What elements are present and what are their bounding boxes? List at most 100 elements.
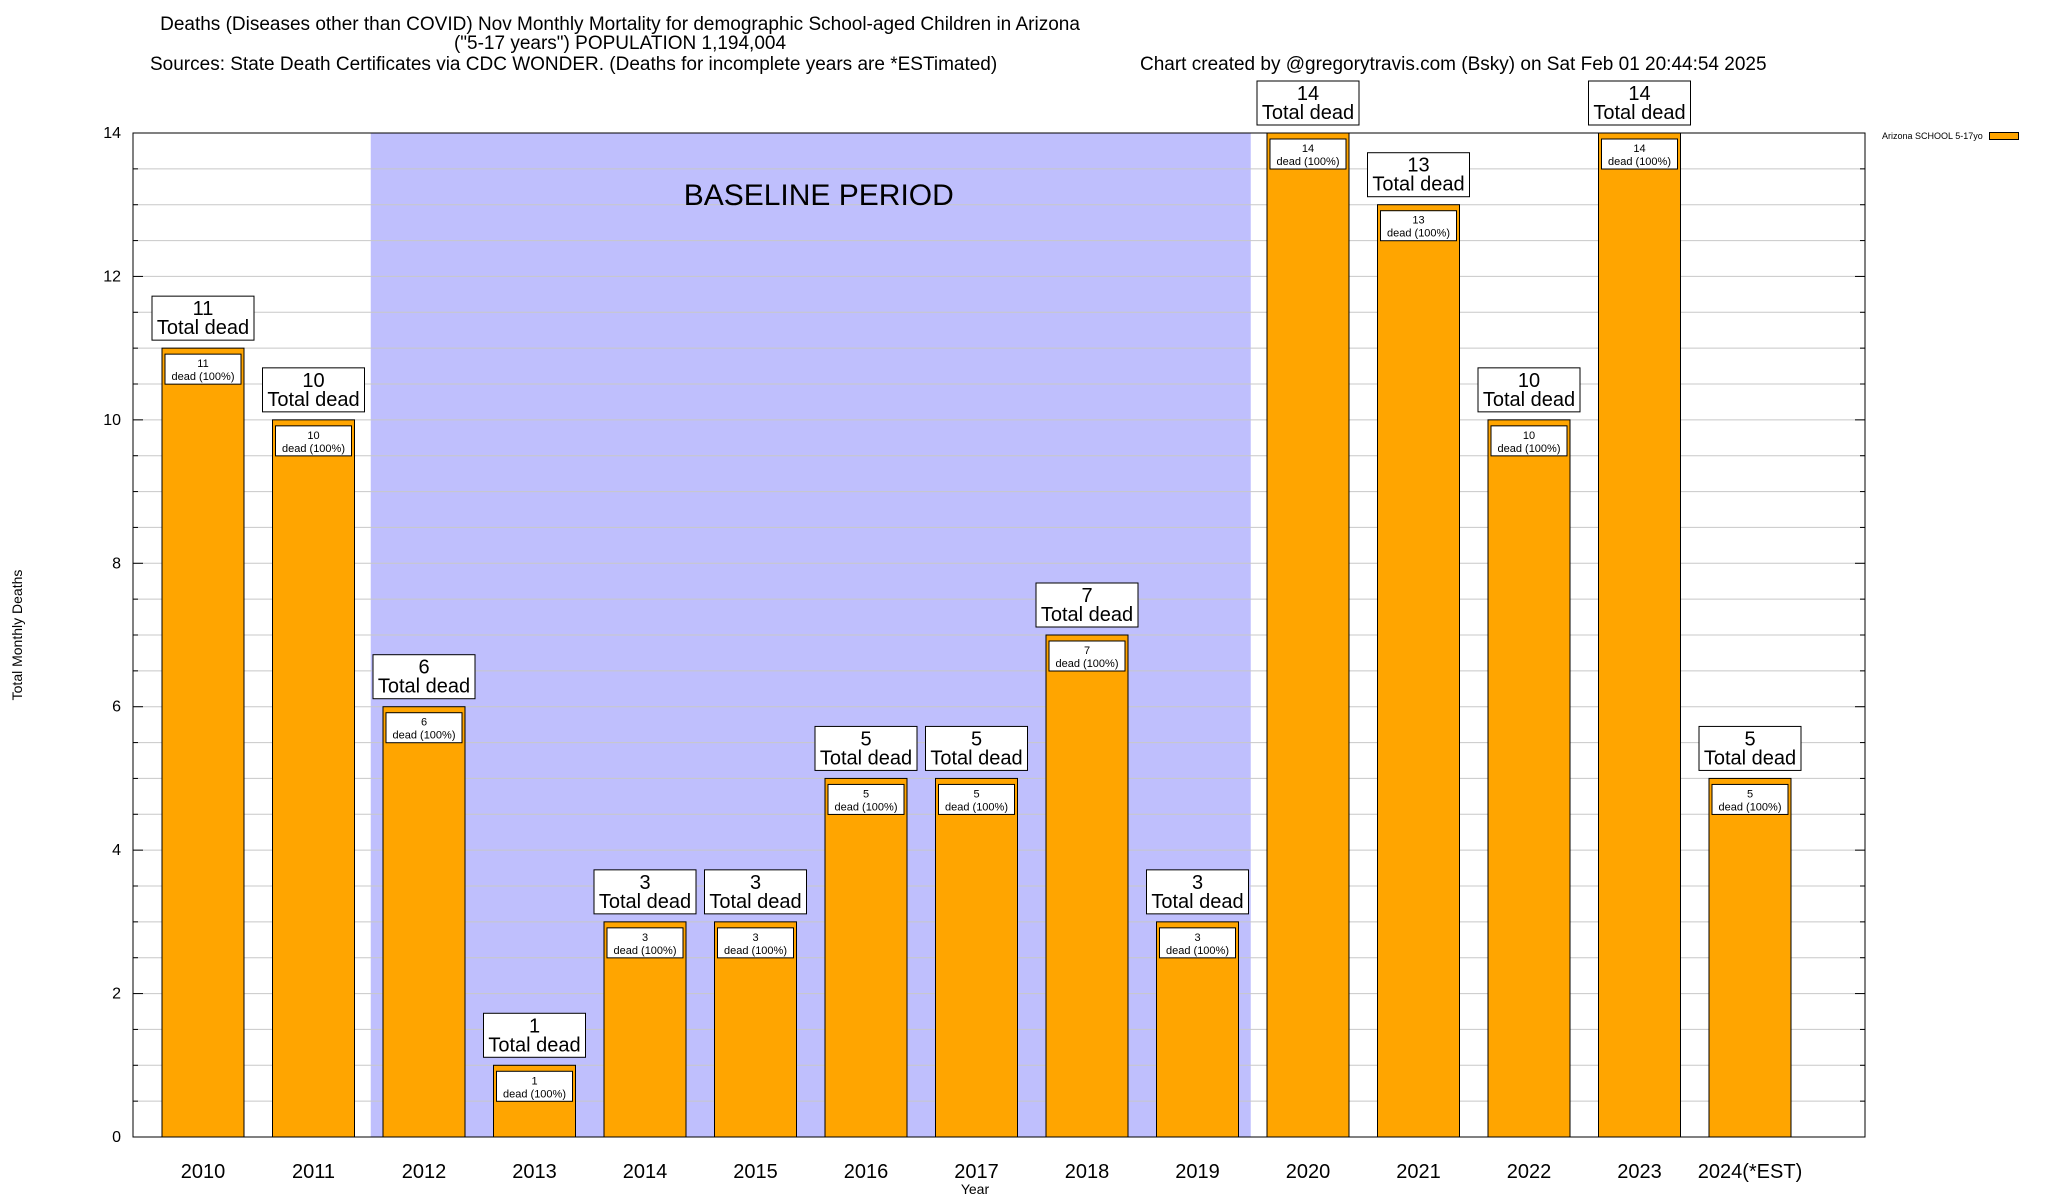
chart-subtitle: ("5-17 years") POPULATION 1,194,004 bbox=[453, 33, 787, 54]
bar-inner-box bbox=[496, 1070, 573, 1102]
total-label-text: Total dead bbox=[930, 747, 1022, 769]
bar bbox=[1045, 634, 1129, 1138]
bar-inner-box bbox=[275, 425, 352, 457]
bar-inner-box bbox=[1380, 210, 1457, 242]
total-label-box bbox=[1146, 869, 1249, 915]
bar-inner-value: 6 bbox=[421, 717, 427, 729]
bar-inner-label: dead (100%) bbox=[393, 730, 456, 742]
bar bbox=[1377, 204, 1460, 1138]
y-tick-label: 10 bbox=[103, 412, 121, 429]
total-label-text: Total dead bbox=[1704, 747, 1796, 769]
total-label-value: 6 bbox=[418, 657, 429, 679]
total-label-text: Total dead bbox=[1593, 102, 1685, 124]
bar-inner-value: 3 bbox=[1194, 932, 1200, 944]
bar-inner-value: 3 bbox=[642, 932, 648, 944]
total-label-box bbox=[372, 654, 476, 700]
total-label-box bbox=[262, 367, 365, 413]
total-label-box bbox=[151, 295, 255, 341]
total-label-box bbox=[704, 869, 807, 915]
bar bbox=[935, 777, 1018, 1138]
bar-inner-label: dead (100%) bbox=[172, 371, 235, 383]
x-tick-label: 2024(*EST) bbox=[1698, 1161, 1803, 1183]
chart-credit: Chart created by @gregorytravis.com (Bsk… bbox=[1140, 54, 1767, 75]
bar-inner-value: 7 bbox=[1084, 645, 1090, 657]
bar-inner-box bbox=[1159, 927, 1236, 959]
bar-inner-value: 5 bbox=[863, 788, 869, 800]
total-label-text: Total dead bbox=[488, 1034, 580, 1056]
bar-inner-box bbox=[827, 783, 905, 815]
total-label-value: 14 bbox=[1628, 83, 1650, 105]
x-tick-label: 2010 bbox=[181, 1161, 226, 1183]
bar-inner-value: 14 bbox=[1633, 143, 1645, 155]
total-label-text: Total dead bbox=[157, 317, 249, 339]
bar-inner-value: 1 bbox=[531, 1075, 537, 1087]
chart-title: Deaths (Diseases other than COVID) Nov M… bbox=[160, 14, 1080, 35]
total-label-value: 1 bbox=[529, 1015, 540, 1037]
total-label-text: Total dead bbox=[1372, 174, 1464, 196]
y-tick-label: 6 bbox=[112, 699, 121, 716]
x-tick-label: 2018 bbox=[1065, 1161, 1110, 1183]
bar-inner-box bbox=[1048, 640, 1126, 672]
total-label-text: Total dead bbox=[1262, 102, 1354, 124]
total-label-value: 3 bbox=[750, 872, 761, 894]
total-label-box bbox=[483, 1012, 586, 1058]
y-tick-label: 14 bbox=[103, 125, 121, 142]
bar-inner-label: dead (100%) bbox=[1498, 443, 1561, 455]
x-axis-label: Year bbox=[961, 1181, 990, 1197]
x-tick-label: 2021 bbox=[1396, 1161, 1441, 1183]
bar-inner-value: 5 bbox=[1747, 788, 1753, 800]
total-label-value: 13 bbox=[1407, 155, 1429, 177]
bar-inner-value: 11 bbox=[197, 358, 208, 370]
bar-inner-box bbox=[164, 353, 242, 385]
x-tick-label: 2014 bbox=[623, 1161, 668, 1183]
x-tick-label: 2012 bbox=[402, 1161, 447, 1183]
bar-inner-box bbox=[1711, 783, 1789, 815]
bar-inner-label: dead (100%) bbox=[614, 945, 677, 957]
total-label-value: 3 bbox=[639, 872, 650, 894]
total-label-box bbox=[1367, 152, 1470, 198]
total-label-text: Total dead bbox=[709, 891, 801, 913]
total-label-text: Total dead bbox=[1151, 891, 1243, 913]
total-label-box bbox=[593, 869, 697, 915]
y-axis-label: Total Monthly Deaths bbox=[9, 570, 25, 701]
total-label-value: 5 bbox=[1744, 728, 1755, 750]
total-label-box bbox=[1477, 367, 1581, 413]
total-label-value: 14 bbox=[1297, 83, 1319, 105]
bar-inner-box bbox=[938, 783, 1015, 815]
total-label-value: 10 bbox=[1518, 370, 1540, 392]
total-label-box bbox=[1588, 80, 1691, 126]
bar-inner-label: dead (100%) bbox=[503, 1088, 566, 1100]
total-label-text: Total dead bbox=[378, 676, 470, 698]
bar-inner-label: dead (100%) bbox=[1387, 228, 1450, 240]
total-label-text: Total dead bbox=[1483, 389, 1575, 411]
x-tick-label: 2016 bbox=[844, 1161, 889, 1183]
bar-inner-box bbox=[1601, 138, 1678, 170]
bar bbox=[382, 706, 466, 1138]
bar bbox=[1598, 132, 1681, 1138]
x-tick-label: 2022 bbox=[1507, 1161, 1552, 1183]
bar-inner-value: 10 bbox=[1523, 430, 1535, 442]
x-tick-label: 2019 bbox=[1175, 1161, 1220, 1183]
bar-inner-label: dead (100%) bbox=[1056, 658, 1119, 670]
bar bbox=[1266, 132, 1350, 1138]
total-label-value: 5 bbox=[860, 728, 871, 750]
bar-inner-box bbox=[1269, 138, 1347, 170]
total-label-value: 5 bbox=[971, 728, 982, 750]
bar-inner-label: dead (100%) bbox=[1166, 945, 1229, 957]
bar-inner-value: 3 bbox=[752, 932, 758, 944]
bar bbox=[1487, 419, 1571, 1138]
bar-inner-value: 13 bbox=[1412, 215, 1424, 227]
bar-inner-box bbox=[717, 927, 794, 959]
bar-inner-box bbox=[1490, 425, 1568, 457]
total-label-value: 11 bbox=[193, 298, 214, 320]
bar-inner-box bbox=[606, 927, 684, 959]
legend-swatch bbox=[1988, 132, 2019, 140]
bar-inner-label: dead (100%) bbox=[724, 945, 787, 957]
bar-inner-label: dead (100%) bbox=[1608, 156, 1671, 168]
bar bbox=[1708, 777, 1792, 1138]
total-label-value: 3 bbox=[1192, 872, 1203, 894]
y-tick-label: 0 bbox=[112, 1129, 121, 1146]
bar-inner-value: 5 bbox=[973, 788, 979, 800]
total-label-value: 7 bbox=[1081, 585, 1092, 607]
bar-inner-label: dead (100%) bbox=[282, 443, 345, 455]
